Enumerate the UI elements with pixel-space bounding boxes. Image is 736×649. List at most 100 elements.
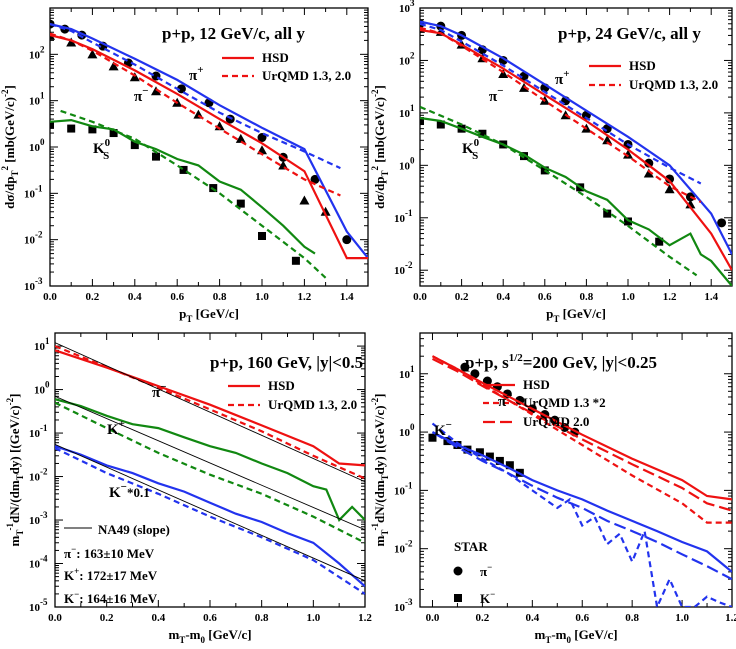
x-tick-label: 0.0	[48, 612, 62, 624]
y-tick-label: 10-2	[394, 539, 413, 556]
x-tick-label: 0.4	[128, 291, 142, 303]
legend-label: UrQMD 1.3, 2.0	[268, 397, 357, 412]
x-tick-label: 0.4	[525, 612, 539, 624]
series-line	[55, 445, 365, 588]
data-point-square	[475, 448, 484, 457]
y-tick-label: 101	[34, 336, 50, 353]
y-tick-label: 10-1	[394, 480, 413, 497]
y-tick-label: 10-2	[394, 260, 413, 277]
data-point-square	[495, 456, 504, 465]
data-point-triangle	[108, 61, 119, 71]
data-point-square	[179, 165, 188, 174]
series-group	[50, 19, 368, 279]
star-legend-label: K−	[480, 589, 495, 606]
y-tick-label: 10-4	[29, 554, 48, 571]
series-line	[431, 355, 732, 524]
series-line	[60, 109, 327, 279]
slope-value: K+: 172±17 MeV	[64, 566, 158, 583]
data-point-circle	[665, 174, 675, 184]
data-point-square	[236, 199, 245, 208]
x-tick-label: 0.6	[538, 291, 552, 303]
x-tick-label: 1.0	[306, 612, 320, 624]
x-tick-label: 0.2	[100, 612, 114, 624]
x-tick-label: 1.4	[340, 291, 354, 303]
data-point-triangle	[643, 168, 654, 178]
y-tick-label: 10-3	[24, 276, 43, 293]
particle-label: π+	[555, 68, 570, 88]
x-axis-label: mT-m0 [GeV/c]	[168, 627, 251, 645]
y-tick-label: 10-3	[29, 510, 48, 527]
data-point-triangle	[299, 195, 310, 205]
data-point-square	[428, 433, 437, 442]
x-tick-label: 0.4	[151, 612, 165, 624]
legend-label: UrQMD 1.3, 2.0	[262, 68, 351, 83]
data-point-circle	[342, 235, 352, 245]
slope-value: K−: 164±16 MeV	[64, 589, 158, 606]
series-group	[420, 19, 732, 286]
data-point-square	[130, 141, 139, 150]
star-legend-marker	[454, 594, 462, 602]
data-point-triangle	[498, 69, 509, 79]
data-point-triangle	[623, 149, 633, 159]
data-point-circle	[717, 218, 727, 228]
x-axis-label: mT-m0 [GeV/c]	[534, 627, 617, 645]
legend-label: HSD	[268, 378, 295, 393]
x-tick-label: 1.0	[621, 291, 635, 303]
star-legend-label: π−	[480, 562, 492, 579]
x-tick-label: 0.0	[413, 291, 427, 303]
series-line	[55, 447, 365, 595]
data-point-square	[152, 152, 160, 161]
particle-label: K0 S	[462, 137, 480, 162]
panel-2: 0.0 0.2 0.4 0.6 0.8 1.0 1.2 1.4 10-2 10-1 100 101 10…	[370, 0, 733, 324]
data-point-square	[520, 152, 528, 161]
particle-label: K0 S	[93, 137, 111, 162]
plot-frame	[419, 332, 733, 608]
data-point-square	[50, 120, 54, 129]
data-point-square	[485, 452, 494, 461]
data-point-circle	[460, 362, 470, 372]
data-point-triangle	[151, 86, 161, 96]
y-axis-label: dσ/dpT2 [mb(GeV/c)-2]	[370, 85, 390, 209]
y-tick-label: 102	[29, 44, 45, 61]
particle-label: π−	[489, 85, 504, 105]
legend-label: UrQMD 2.0	[523, 414, 589, 429]
data-point-square	[88, 125, 97, 134]
series-line	[55, 443, 365, 582]
y-tick-label: 10-1	[394, 208, 413, 225]
y-tick-label: 10-1	[29, 423, 48, 440]
data-point-square	[420, 117, 424, 126]
x-tick-label: 0.2	[476, 612, 490, 624]
legend-label: HSD	[523, 377, 550, 392]
x-tick-label: 0.6	[170, 291, 184, 303]
x-tick-label: 1.2	[298, 291, 312, 303]
legend-label: HSD	[629, 58, 656, 73]
particle-label: π−	[134, 85, 149, 105]
x-tick-label: 1.2	[725, 612, 736, 624]
particle-label: π+	[189, 64, 204, 84]
panel-3: 0.0 0.2 0.4 0.6 0.8 1.0 1.2 10-5 10-4 10-3 10-2 10-…	[5, 332, 372, 645]
y-axis-label: mT-1dN/(dmTdy) [(GeV/c)-2]	[5, 394, 25, 547]
data-point-square	[291, 256, 300, 265]
data-point-triangle	[87, 49, 98, 59]
y-tick-label: 10-3	[394, 597, 413, 614]
slope-legend-label: NA49 (slope)	[98, 522, 170, 537]
panel-4: 0.0 0.2 0.4 0.6 0.8 1.0 1.2 10-3 10-2 10-1 100 101 p…	[370, 332, 736, 645]
series-line	[55, 395, 365, 531]
data-point-triangle	[235, 133, 246, 143]
y-tick-label: 100	[34, 380, 50, 397]
series-line	[55, 398, 365, 522]
x-axis-label: pT [GeV/c]	[546, 306, 606, 324]
particle-label: K−*0.1	[109, 481, 150, 501]
legend-label: HSD	[262, 50, 289, 65]
data-point-circle	[644, 158, 654, 168]
x-tick-label: 0.2	[455, 291, 469, 303]
data-point-square	[603, 209, 612, 218]
panel-title: p+p, 160 GeV, |y|<0.5	[210, 353, 363, 372]
series-line	[420, 116, 732, 286]
star-legend-marker	[453, 566, 463, 576]
x-tick-label: 0.6	[575, 612, 589, 624]
series-line	[431, 431, 732, 573]
series-line	[431, 431, 732, 581]
series-line	[55, 401, 365, 544]
